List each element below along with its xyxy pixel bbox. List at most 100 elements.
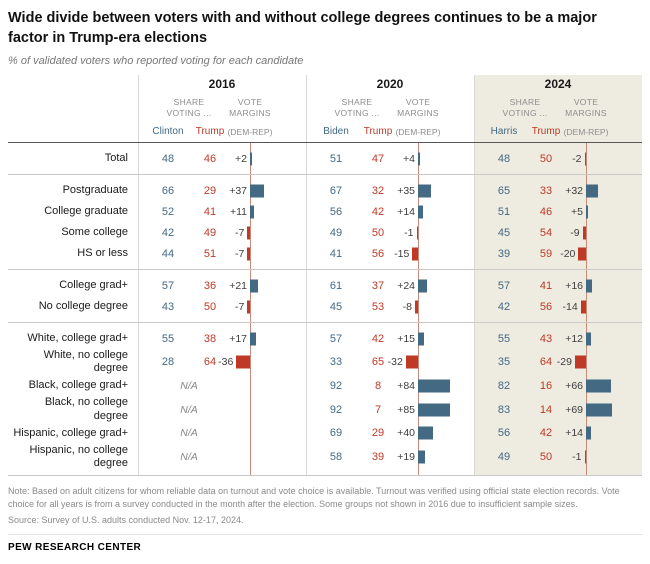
year-cell-2016: N/A [138, 375, 306, 396]
rep-share-value: 42 [539, 427, 553, 440]
year-cell-2020: 49 50 -1 [306, 222, 474, 243]
rep-share-value: 14 [539, 403, 553, 416]
margin-cell: -7 [230, 243, 306, 264]
margin-value: -1 [572, 450, 582, 463]
margin-cell: -1 [566, 444, 642, 470]
year-cell-2020: 69 29 +40 [306, 423, 474, 444]
margin-value: +21 [229, 279, 247, 292]
rep-share-value: 42 [371, 205, 385, 218]
margin-cell: -32 [388, 349, 474, 375]
dem-candidate-label: Harris [490, 126, 518, 137]
dem-share-value: 28 [161, 356, 175, 369]
table-row: College graduate 52 41 +11 56 42 +14 51 46 +5 [8, 201, 642, 222]
margin-value: -15 [394, 247, 410, 260]
dem-share-value: 51 [329, 152, 343, 165]
dem-share-value: 65 [497, 184, 511, 197]
na-value: N/A [180, 379, 198, 392]
dem-share-value: 43 [161, 300, 175, 313]
margin-cell: +16 [565, 275, 642, 296]
year-cell-2016: 44 51 -7 [138, 243, 306, 264]
margin-value: +32 [565, 184, 583, 197]
dem-share-value: 49 [329, 226, 343, 239]
share-voting-header: SHARE VOTING ... [166, 97, 212, 119]
year-group-header-2016: 2016 SHARE VOTING ... VOTE MARGINS Clint… [138, 75, 306, 142]
rep-share-value: 47 [371, 152, 385, 165]
margin-cell: +14 [397, 201, 474, 222]
margin-bar [250, 205, 255, 218]
dem-share-value: 69 [329, 427, 343, 440]
chart-subtitle: % of validated voters who reported votin… [8, 55, 304, 67]
margin-bar [405, 355, 418, 369]
dem-share-value: 44 [161, 247, 175, 260]
rep-share-value: 7 [374, 403, 382, 416]
rep-share-value: 37 [371, 279, 385, 292]
margin-cell: -14 [563, 296, 642, 317]
margin-value: +14 [397, 205, 415, 218]
na-value: N/A [180, 403, 198, 416]
year-label: 2024 [544, 77, 572, 91]
dem-share-value: 67 [329, 184, 343, 197]
margin-cell: +11 [230, 201, 306, 222]
table-row: Some college 42 49 -7 49 50 -1 45 54 -9 [8, 222, 642, 243]
margin-bar [586, 184, 599, 197]
year-cell-2016: 42 49 -7 [138, 222, 306, 243]
margin-bar [580, 300, 586, 313]
margin-bar [586, 426, 592, 440]
dem-share-value: 51 [497, 205, 511, 218]
margin-cell: -36 [218, 349, 306, 375]
dem-share-value: 45 [497, 226, 511, 239]
rep-share-value: 65 [371, 356, 385, 369]
dem-share-value: 39 [497, 247, 511, 260]
margin-cell: -9 [566, 222, 642, 243]
header-label-spacer [8, 75, 138, 142]
dem-share-value: 56 [497, 427, 511, 440]
margin-cell: +15 [397, 328, 474, 349]
margin-cell: +35 [397, 180, 474, 201]
margin-cell: +5 [566, 201, 642, 222]
chart-title: Wide divide between voters with and with… [8, 10, 597, 46]
row-label: White, college grad+ [27, 331, 128, 344]
margin-value: +15 [397, 332, 415, 345]
rep-share-value: 56 [371, 247, 385, 260]
margin-value: +84 [397, 379, 415, 392]
dem-share-value: 92 [329, 379, 343, 392]
year-label: 2016 [208, 77, 236, 91]
margin-bar [418, 450, 426, 464]
margin-bar [586, 403, 613, 417]
table-row: Black, college grad+ N/A 92 8 +84 82 16 +66 [8, 375, 642, 396]
share-voting-header: SHARE VOTING ... [334, 97, 380, 119]
margin-cell: +69 [565, 396, 642, 422]
table-row: Postgraduate 66 29 +37 67 32 +35 65 33 +32 [8, 180, 642, 201]
year-cell-2024: 56 42 +14 [474, 423, 642, 444]
rep-share-value: 50 [371, 226, 385, 239]
dem-share-value: 48 [161, 152, 175, 165]
rep-candidate-label: Trump [195, 126, 225, 137]
rep-share-value: 43 [539, 332, 553, 345]
margin-bar [418, 279, 428, 292]
year-cell-2020: 92 7 +85 [306, 396, 474, 422]
margin-bar [412, 247, 418, 260]
margin-cell: -7 [230, 222, 306, 243]
rep-share-value: 56 [539, 300, 553, 313]
year-cell-2016: 55 38 +17 [138, 328, 306, 349]
year-cell-2020: 51 47 +4 [306, 148, 474, 169]
table-section: Postgraduate 66 29 +37 67 32 +35 65 33 +32 College… [8, 175, 642, 270]
margin-value: -29 [556, 356, 572, 369]
margin-value: -8 [402, 300, 412, 313]
margin-cell: -29 [557, 349, 642, 375]
year-cell-2020: 33 65 -32 [306, 349, 474, 375]
margin-value: +12 [565, 332, 583, 345]
margin-value: +66 [565, 379, 583, 392]
dem-share-value: 92 [329, 403, 343, 416]
rep-share-value: 41 [539, 279, 553, 292]
year-cell-2024: 45 54 -9 [474, 222, 642, 243]
margin-value: +5 [571, 205, 583, 218]
dem-share-value: 41 [329, 247, 343, 260]
rep-share-value: 46 [203, 152, 217, 165]
margin-value: +19 [397, 450, 415, 463]
year-group-header-2024: 2024 SHARE VOTING ... VOTE MARGINS Harri… [474, 75, 642, 142]
margin-value: +2 [235, 152, 247, 165]
year-cell-2024: 48 50 -2 [474, 148, 642, 169]
year-cell-2016: 52 41 +11 [138, 201, 306, 222]
year-cell-2024: 42 56 -14 [474, 296, 642, 317]
